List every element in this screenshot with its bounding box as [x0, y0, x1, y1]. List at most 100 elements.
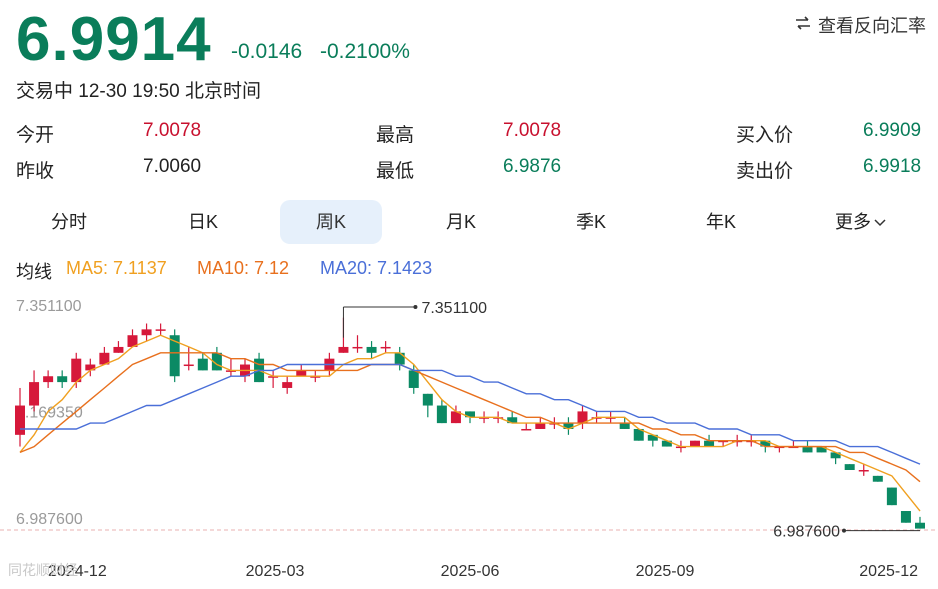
- ma10-value: MA10: 7.12: [197, 258, 290, 278]
- low-annotation-label: 6.987600: [773, 524, 840, 541]
- candle-body: [746, 440, 757, 443]
- candle-body: [802, 446, 813, 453]
- candle-body: [704, 440, 715, 447]
- candle-body: [535, 423, 546, 429]
- candle-body: [394, 352, 405, 365]
- candle-body: [549, 423, 560, 425]
- candle-body: [577, 411, 588, 424]
- tab-more-label: 更多: [835, 212, 871, 232]
- stat-open-value: 7.0078: [143, 120, 202, 141]
- x-axis-label: 2025-06: [441, 563, 500, 580]
- ma5-value: MA5: 7.1137: [66, 258, 167, 278]
- x-axis-label: 2025-12: [859, 563, 918, 580]
- tab-yearly-k[interactable]: 年K: [705, 212, 736, 232]
- candle-body: [647, 434, 658, 441]
- stat-bid-value: 6.9909: [863, 120, 922, 141]
- x-axis-label: 2025-03: [246, 563, 305, 580]
- candle-body: [830, 452, 841, 459]
- trading-status: 交易中 12-30 19:50 北京时间: [16, 81, 261, 102]
- chevron-down-icon: [873, 200, 887, 244]
- candle-body: [71, 358, 82, 383]
- candle-body: [43, 376, 54, 383]
- candle-body: [380, 346, 391, 349]
- candle-body: [366, 346, 377, 353]
- tab-monthly-k[interactable]: 月K: [445, 212, 476, 232]
- stat-open-label: 今开: [16, 125, 55, 146]
- candle-body: [788, 446, 799, 449]
- stat-ask-label: 卖出价: [736, 161, 794, 182]
- reverse-rate-label: 查看反向汇率: [818, 16, 926, 36]
- swap-arrows-icon: [794, 14, 812, 37]
- price-change-percent: -0.2100%: [320, 40, 410, 63]
- watermark: 同花顺财经: [8, 562, 78, 578]
- candle-body: [57, 376, 68, 383]
- candle-body: [99, 352, 110, 365]
- stat-high-value: 7.0078: [503, 120, 562, 141]
- candle-body: [296, 370, 307, 377]
- stat-prev-close-label: 昨收: [16, 161, 55, 182]
- candle-body: [900, 511, 911, 523]
- candle-body: [718, 440, 729, 443]
- y-axis-label: 7.351100: [16, 298, 82, 315]
- candle-body: [450, 411, 461, 424]
- candle-body: [619, 423, 630, 429]
- price-change: -0.0146: [231, 40, 303, 63]
- candle-body: [169, 335, 180, 377]
- period-tabs: 分时 日K 周K 月K 季K 年K 更多: [16, 200, 922, 244]
- low-marker-dot: [842, 528, 846, 533]
- candle-body: [436, 405, 447, 424]
- ma-line-ma10: [19, 352, 921, 483]
- tab-quarterly-k[interactable]: 季K: [575, 212, 606, 232]
- tab-weekly-k[interactable]: 周K: [280, 200, 382, 244]
- candle-body: [408, 370, 419, 388]
- candle-body: [211, 352, 222, 371]
- tab-daily-k[interactable]: 日K: [187, 212, 218, 232]
- stat-low-label: 最低: [376, 161, 415, 182]
- candle-body: [141, 329, 152, 336]
- candle-body: [886, 487, 897, 506]
- candle-body: [465, 411, 475, 418]
- candle-body: [282, 382, 293, 388]
- candle-body: [15, 405, 25, 435]
- candle-body: [915, 522, 925, 529]
- candle-body: [844, 464, 855, 470]
- candle-body: [661, 440, 672, 447]
- stat-low-value: 6.9876: [503, 156, 562, 177]
- candle-body: [352, 346, 363, 349]
- candle-body: [774, 446, 785, 449]
- candle-body: [29, 382, 40, 406]
- y-axis-label: 6.987600: [16, 511, 83, 528]
- candle-body: [338, 346, 349, 353]
- tab-intraday[interactable]: 分时: [51, 212, 87, 232]
- candlestick-chart[interactable]: 7.351100 7.169350 6.987600 7.351100 6.987600…: [0, 290, 938, 589]
- ma-line-ma5: [19, 334, 921, 512]
- candle-body: [225, 370, 236, 372]
- ma-line-ma20: [20, 363, 921, 465]
- candle-body: [113, 346, 124, 353]
- tab-more[interactable]: 更多: [810, 200, 912, 244]
- candle-body: [760, 440, 771, 447]
- stat-high-label: 最高: [376, 125, 415, 146]
- high-marker-dot: [413, 305, 418, 309]
- stat-prev-close-value: 7.0060: [143, 156, 202, 177]
- candle-body: [858, 469, 869, 472]
- candle-body: [605, 417, 616, 419]
- candle-body: [310, 376, 321, 378]
- candle-body: [872, 475, 883, 482]
- candle-body: [422, 393, 433, 406]
- ma-title: 均线: [16, 262, 52, 282]
- x-axis-label: 2025-09: [636, 563, 695, 580]
- reverse-rate-button[interactable]: 查看反向汇率: [794, 12, 926, 38]
- candle-body: [563, 423, 574, 429]
- x-axis-label: 2024-12: [48, 563, 107, 580]
- ma20-value: MA20: 7.1423: [320, 258, 433, 278]
- candle-body: [155, 329, 166, 331]
- candle-body: [633, 428, 644, 441]
- candle-body: [197, 358, 208, 371]
- high-annotation-label: 7.351100: [421, 300, 487, 317]
- stat-bid-label: 买入价: [736, 125, 794, 146]
- candle-body: [507, 417, 518, 424]
- candle-body: [521, 428, 532, 431]
- candle-body: [127, 335, 138, 347]
- candle-body: [183, 364, 194, 367]
